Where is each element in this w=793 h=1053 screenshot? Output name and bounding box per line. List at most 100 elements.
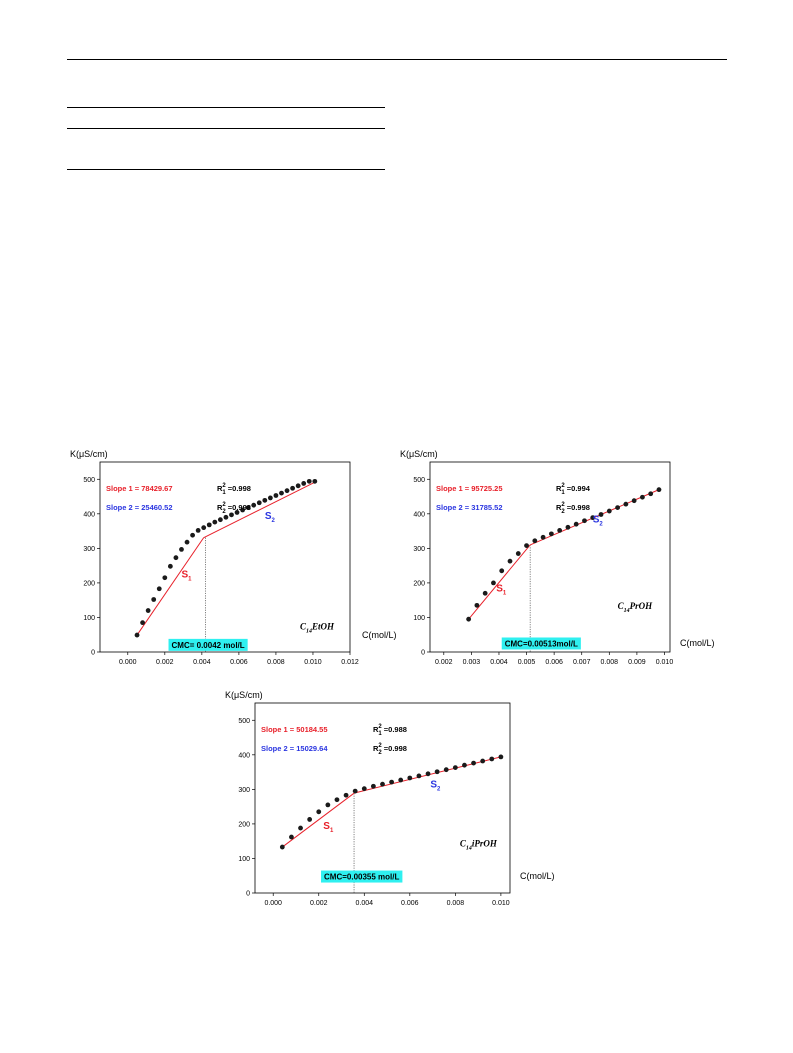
data-point — [251, 502, 257, 508]
r2-text: R2 2 =0.998 — [373, 743, 407, 756]
x-tick-label: 0.000 — [119, 659, 137, 666]
compound-label: C14PrOH — [618, 601, 654, 614]
data-point — [407, 775, 413, 781]
data-point — [167, 563, 173, 569]
data-point — [234, 510, 240, 515]
y-axis-label: K(μS/cm) — [400, 449, 438, 459]
y-tick-label: 100 — [238, 856, 250, 863]
data-point — [334, 797, 340, 803]
s1-sub: 1 — [330, 828, 334, 834]
plot-frame — [429, 461, 671, 653]
r2-value: =0.998 — [226, 503, 251, 512]
s2-label: S2 — [430, 780, 441, 793]
data-point — [573, 521, 579, 527]
data-point — [623, 501, 629, 507]
chart-c14-iproh: 0 100 200 300 400 500 0.000 0.002 0.004 0.006 0.00… — [225, 686, 555, 911]
data-point — [134, 632, 140, 638]
x-tick-label: 0.006 — [230, 659, 248, 666]
r2-sub: 2 — [561, 509, 565, 515]
data-point — [316, 809, 322, 815]
y-tick-label: 200 — [413, 580, 425, 587]
table-top-rule — [67, 107, 385, 108]
data-point — [565, 524, 571, 530]
r2-sup: 2 — [378, 743, 382, 749]
data-point — [256, 500, 262, 506]
x-tick-label: 0.010 — [656, 659, 674, 666]
r1-text: R2 1 =0.988 — [373, 724, 407, 737]
x-tick-label: 0.004 — [356, 900, 374, 907]
r2-text: R2 2 =0.998 — [556, 502, 590, 515]
compound-label: C14iPrOH — [460, 838, 498, 851]
x-axis-label: C(mol/L) — [362, 630, 397, 640]
data-point — [489, 756, 495, 762]
data-point — [425, 771, 431, 777]
y-tick-label: 500 — [238, 718, 250, 725]
s2-label: S2 — [265, 511, 276, 524]
data-point — [416, 773, 422, 779]
compound-rest: EtOH — [311, 622, 335, 632]
table-bottom-rule — [67, 169, 385, 170]
r2-sub: 2 — [222, 509, 226, 515]
data-point — [434, 769, 440, 775]
fit-line-1 — [282, 792, 355, 848]
x-tick-label: 0.009 — [628, 659, 646, 666]
x-tick-label: 0.002 — [310, 900, 328, 907]
compound-label: C14EtOH — [300, 622, 335, 635]
compound-sub: 14 — [624, 608, 630, 614]
data-point — [640, 494, 645, 500]
data-point — [532, 538, 538, 544]
y-tick-label: 400 — [413, 511, 425, 518]
x-tick-label: 0.006 — [401, 900, 419, 907]
data-point — [179, 547, 184, 552]
data-point — [343, 792, 349, 798]
plot-frame — [254, 702, 511, 894]
x-tick-label: 0.004 — [193, 659, 211, 666]
r2-text: R2 2 =0.998 — [217, 502, 251, 515]
x-tick-label: 0.003 — [463, 659, 481, 666]
data-point — [223, 514, 229, 520]
x-tick-label: 0.007 — [573, 659, 591, 666]
cmc-label: CMC= 0.0042 mol/L — [172, 641, 245, 650]
data-point — [656, 487, 662, 493]
s1-label: S1 — [181, 570, 192, 583]
data-point — [162, 575, 168, 581]
y-tick-label: 400 — [238, 752, 250, 759]
data-point — [229, 512, 234, 518]
compound-sub: 14 — [306, 629, 312, 635]
data-point — [217, 517, 223, 523]
fit-line-1 — [136, 537, 205, 636]
x-tick-label: 0.002 — [435, 659, 453, 666]
data-point — [156, 586, 162, 592]
data-point — [279, 490, 284, 496]
data-point — [190, 532, 195, 538]
data-point — [262, 497, 268, 503]
data-point — [443, 767, 449, 773]
data-point — [140, 620, 145, 626]
data-point — [466, 616, 472, 622]
y-tick-label: 100 — [83, 615, 95, 622]
data-point — [206, 522, 212, 528]
y-tick-label: 0 — [91, 650, 95, 657]
data-point — [279, 844, 285, 850]
slope2-text: Slope 2 = 25460.52 — [106, 503, 173, 512]
data-point — [398, 777, 404, 783]
y-tick-label: 300 — [238, 787, 250, 794]
cmc-label: CMC=0.00513mol/L — [505, 639, 578, 648]
data-point — [598, 512, 604, 517]
r2-value: =0.998 — [565, 503, 590, 512]
s2-label: S2 — [593, 514, 604, 527]
y-tick-label: 200 — [238, 821, 250, 828]
y-axis-label: K(μS/cm) — [70, 449, 108, 459]
data-point — [151, 597, 157, 602]
slope2-text: Slope 2 = 31785.52 — [436, 503, 503, 512]
s2-sub: 2 — [271, 518, 275, 524]
data-point — [389, 779, 395, 785]
r1-sub: 1 — [561, 490, 565, 496]
data-point — [307, 817, 313, 822]
slope1-text: Slope 1 = 50184.55 — [261, 725, 328, 734]
data-point — [145, 608, 151, 613]
r1-sup: 2 — [222, 483, 226, 489]
data-point — [298, 825, 303, 831]
chart-svg-0: 0 100 200 300 400 500 0.000 0.002 0.004 0.006 0.00… — [70, 449, 397, 666]
cmc-label: CMC=0.00355 mol/L — [324, 873, 399, 882]
